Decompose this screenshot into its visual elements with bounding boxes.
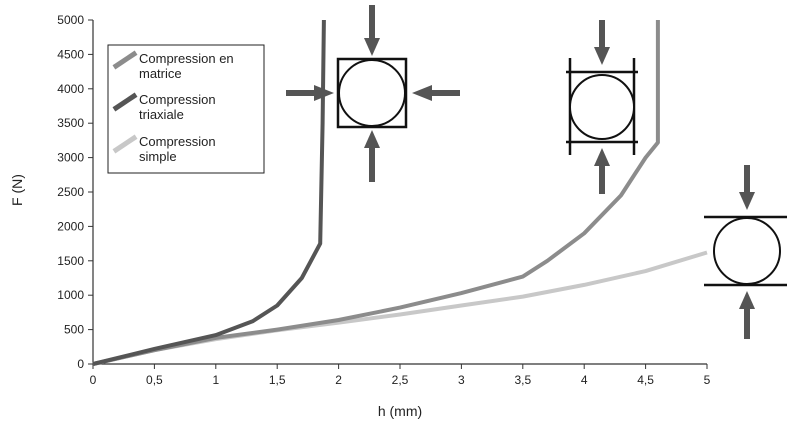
legend-label-matrice: Compression en matrice xyxy=(139,51,234,81)
y-tick-label: 4500 xyxy=(57,47,84,61)
legend-swatch-simple xyxy=(112,134,138,154)
series-line-1 xyxy=(92,19,326,366)
legend-swatch-matrice xyxy=(112,50,138,70)
arrow-right-icon xyxy=(286,85,334,101)
schematic-simple-compression xyxy=(704,165,787,339)
particle-circle xyxy=(713,217,781,285)
arrow-down-icon xyxy=(739,165,755,210)
series-line-0 xyxy=(92,20,660,366)
legend-label-simple: Compression simple xyxy=(139,134,216,164)
arrow-up-icon xyxy=(594,148,610,194)
schematic-triaxial-compression xyxy=(286,5,460,182)
y-tick-label: 3000 xyxy=(57,151,84,165)
y-tick-label: 5000 xyxy=(57,13,84,27)
y-tick-label: 2000 xyxy=(57,219,84,233)
y-tick-label: 4000 xyxy=(57,82,84,96)
x-tick-label: 1 xyxy=(212,373,219,387)
arrow-up-icon xyxy=(739,291,755,339)
legend-box xyxy=(107,44,265,174)
x-axis-title: h (mm) xyxy=(378,403,422,419)
x-tick-label: 4 xyxy=(581,373,588,387)
series-group xyxy=(92,19,708,366)
arrow-up-icon xyxy=(364,130,380,182)
y-tick-label: 1000 xyxy=(57,288,84,302)
legend-label-triaxiale: Compression triaxiale xyxy=(139,92,216,122)
y-tick-label: 500 xyxy=(64,323,84,337)
particle-circle xyxy=(338,59,406,127)
x-tick-label: 3 xyxy=(458,373,465,387)
x-tick-label: 0,5 xyxy=(146,373,163,387)
legend: Compression en matrice Compression triaxia… xyxy=(107,44,265,174)
y-tick-label: 3500 xyxy=(57,116,84,130)
x-tick-label: 1,5 xyxy=(269,373,286,387)
y-tick-label: 2500 xyxy=(57,185,84,199)
x-tick-label: 4,5 xyxy=(637,373,654,387)
arrow-down-icon xyxy=(594,20,610,65)
x-tick-label: 2,5 xyxy=(392,373,409,387)
y-tick-label: 0 xyxy=(77,357,84,371)
x-tick-label: 0 xyxy=(90,373,97,387)
particle-circle xyxy=(569,74,635,140)
x-ticks: 0 0,5 1 1,5 2 2,5 3 3,5 4 4,5 5 xyxy=(90,364,711,387)
arrow-left-icon xyxy=(412,85,460,101)
y-tick-label: 1500 xyxy=(57,254,84,268)
x-tick-label: 3,5 xyxy=(514,373,531,387)
arrow-down-icon xyxy=(364,5,380,56)
schematic-die-compression xyxy=(566,20,638,194)
y-axis-title: F (N) xyxy=(9,174,25,206)
x-tick-label: 2 xyxy=(335,373,342,387)
y-ticks: 0 500 1000 1500 2000 2500 3000 3500 4000 4500 5000 xyxy=(57,13,93,371)
x-tick-label: 5 xyxy=(704,373,711,387)
legend-swatch-triaxiale xyxy=(112,92,138,112)
